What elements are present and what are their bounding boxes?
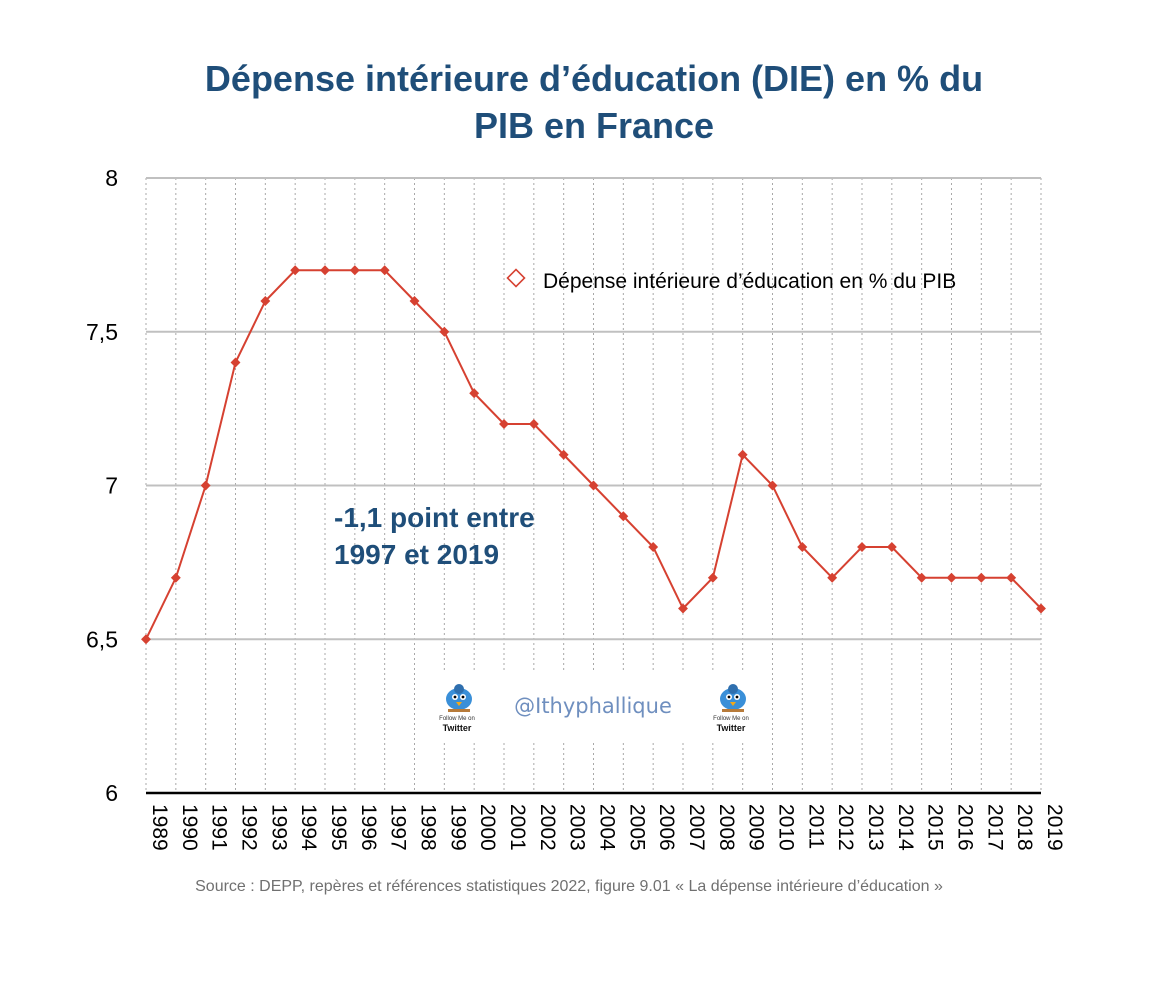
data-point-2017 bbox=[976, 572, 987, 583]
y-tick-label: 6 bbox=[105, 780, 118, 806]
data-point-2002 bbox=[528, 419, 539, 429]
legend-marker bbox=[506, 268, 526, 288]
x-axis-ticks: 1989 1990 1991 1992 1993 1994 1995 1996 1997 1998… bbox=[148, 804, 1066, 851]
y-axis-ticks: 6 6,5 7 7,5 8 bbox=[86, 165, 118, 806]
data-point-1990 bbox=[170, 572, 181, 583]
x-tick-label: 2012 bbox=[834, 804, 857, 851]
data-point-1991 bbox=[200, 480, 211, 491]
data-point-2003 bbox=[558, 449, 569, 460]
badge-brand-right: Twitter bbox=[717, 723, 746, 733]
data-point-2008 bbox=[707, 572, 718, 583]
watermark: Follow Me on Twitter @Ithyphallique Foll… bbox=[420, 672, 764, 742]
x-tick-label: 1993 bbox=[267, 804, 290, 851]
x-tick-label: 1998 bbox=[417, 804, 440, 851]
data-point-2004 bbox=[588, 480, 599, 491]
x-tick-label: 2007 bbox=[685, 804, 708, 851]
data-point-2012 bbox=[827, 572, 838, 583]
y-tick-label: 7,5 bbox=[86, 319, 118, 345]
data-point-2007 bbox=[678, 603, 688, 614]
annotation-line-2: 1997 et 2019 bbox=[334, 539, 499, 570]
x-tick-label: 1997 bbox=[387, 804, 410, 851]
legend-label: Dépense intérieure d’éducation en % du P… bbox=[543, 270, 956, 293]
data-point-2009 bbox=[737, 449, 748, 460]
data-point-2018 bbox=[1006, 572, 1017, 583]
data-point-1994 bbox=[290, 265, 301, 276]
data-point-2019 bbox=[1036, 603, 1046, 614]
data-point-1993 bbox=[260, 296, 271, 306]
data-point-1997 bbox=[379, 265, 390, 276]
x-tick-label: 2014 bbox=[894, 804, 917, 851]
x-tick-label: 2008 bbox=[715, 804, 738, 851]
y-tick-label: 7 bbox=[105, 473, 118, 499]
twitter-bird-icon bbox=[446, 684, 472, 712]
data-point-2013 bbox=[857, 542, 867, 552]
watermark-handle: @Ithyphallique bbox=[514, 694, 672, 718]
x-tick-label: 1996 bbox=[357, 804, 380, 851]
chart-title-line-1: Dépense intérieure d’éducation (DIE) en … bbox=[205, 58, 983, 99]
y-tick-label: 8 bbox=[105, 165, 118, 191]
twitter-bird-icon bbox=[720, 684, 746, 712]
x-tick-label: 2005 bbox=[625, 804, 648, 851]
data-point-2016 bbox=[946, 572, 957, 583]
data-point-2000 bbox=[469, 388, 480, 399]
data-point-2001 bbox=[499, 419, 509, 429]
x-tick-label: 1999 bbox=[446, 804, 469, 851]
x-tick-label: 2010 bbox=[775, 804, 798, 851]
x-tick-label: 2013 bbox=[864, 804, 887, 851]
annotation-line-1: -1,1 point entre bbox=[334, 502, 535, 533]
badge-caption-left: Follow Me on bbox=[439, 716, 475, 722]
x-tick-label: 2003 bbox=[566, 804, 589, 851]
x-tick-label: 1995 bbox=[327, 804, 350, 851]
data-point-2015 bbox=[916, 572, 927, 583]
grid bbox=[145, 177, 1042, 795]
series-markers bbox=[141, 265, 1046, 645]
data-point-2010 bbox=[767, 480, 778, 491]
chart-title-line-2: PIB en France bbox=[474, 105, 714, 146]
y-tick-label: 6,5 bbox=[86, 626, 118, 652]
data-point-1992 bbox=[230, 357, 241, 368]
x-tick-label: 2015 bbox=[924, 804, 947, 851]
x-tick-label: 2009 bbox=[745, 804, 768, 851]
data-point-1998 bbox=[409, 296, 420, 306]
data-point-1999 bbox=[439, 326, 450, 337]
data-point-2014 bbox=[886, 542, 897, 552]
x-tick-label: 1989 bbox=[148, 804, 171, 851]
x-tick-label: 2011 bbox=[804, 804, 827, 849]
data-point-2005 bbox=[618, 511, 629, 522]
badge-caption-right: Follow Me on bbox=[713, 716, 749, 722]
data-point-2011 bbox=[797, 542, 808, 552]
x-tick-label: 2018 bbox=[1013, 804, 1036, 851]
legend: Dépense intérieure d’éducation en % du P… bbox=[506, 268, 956, 293]
x-tick-label: 2000 bbox=[476, 804, 499, 851]
x-tick-label: 2017 bbox=[983, 804, 1006, 851]
badge-brand-left: Twitter bbox=[443, 723, 472, 733]
x-tick-label: 1991 bbox=[208, 804, 231, 851]
data-point-1995 bbox=[320, 265, 330, 276]
x-tick-label: 1992 bbox=[238, 804, 261, 851]
data-point-1996 bbox=[349, 265, 360, 276]
x-tick-label: 2002 bbox=[536, 804, 559, 851]
watermark-background bbox=[420, 672, 764, 742]
x-tick-label: 2019 bbox=[1043, 804, 1066, 851]
x-tick-label: 2006 bbox=[655, 804, 678, 851]
data-point-2006 bbox=[648, 542, 659, 552]
x-tick-label: 2016 bbox=[954, 804, 977, 851]
x-tick-label: 2001 bbox=[506, 804, 529, 851]
x-tick-label: 2004 bbox=[596, 804, 619, 851]
source-note: Source : DEPP, repères et références sta… bbox=[195, 878, 943, 895]
x-tick-label: 1994 bbox=[297, 804, 320, 851]
x-tick-label: 1990 bbox=[178, 804, 201, 851]
data-point-1989 bbox=[141, 634, 151, 645]
